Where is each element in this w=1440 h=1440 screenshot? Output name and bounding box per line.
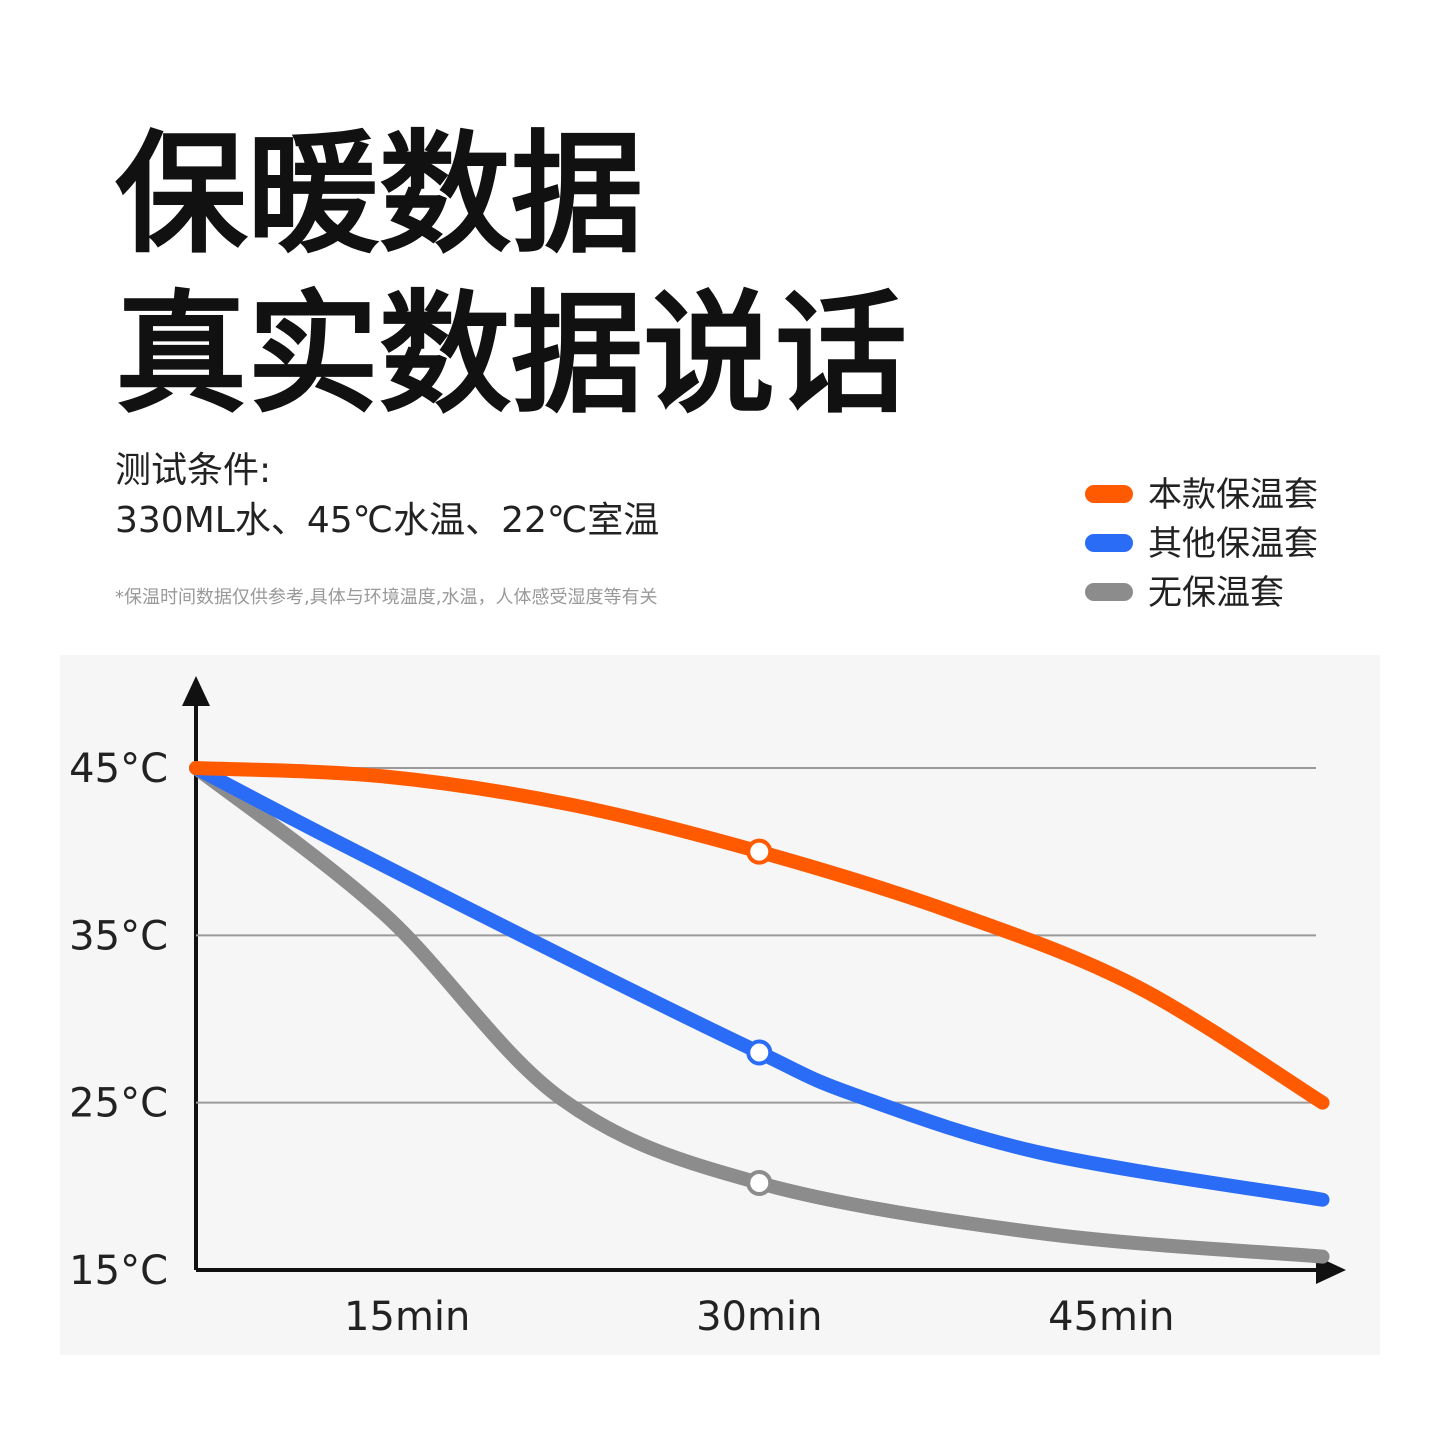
legend-label: 无保温套 xyxy=(1148,573,1284,613)
y-tick-label: 25°C xyxy=(69,1081,168,1127)
x-tick-label: 30min xyxy=(696,1294,822,1340)
y-axis-arrow xyxy=(182,676,210,706)
subtitle: 测试条件: xyxy=(115,450,271,491)
annotation: *保温时间数据仅供参考,具体与环境温度,水温，人体感受湿度等有关 xyxy=(115,587,657,608)
y-tick-label: 35°C xyxy=(69,913,168,959)
legend-swatch xyxy=(1085,583,1133,601)
x-tick-label: 15min xyxy=(344,1294,470,1340)
chart-title: 真实数据说话 xyxy=(115,278,907,432)
x-tick-label: 45min xyxy=(1048,1294,1174,1340)
y-tick-label: 15°C xyxy=(69,1248,168,1294)
legend-label: 其他保温套 xyxy=(1148,524,1318,564)
legend-swatch xyxy=(1085,534,1133,552)
line xyxy=(189,761,1330,1264)
legend-swatch xyxy=(1085,485,1133,503)
point-marker xyxy=(746,838,773,865)
point-marker xyxy=(746,1039,773,1066)
subtitle: 330ML水、45℃水温、22℃室温 xyxy=(115,500,659,541)
legend-label: 本款保温套 xyxy=(1148,475,1318,515)
chart-title: 保暖数据 xyxy=(115,118,643,272)
y-tick-label: 45°C xyxy=(69,746,168,792)
point-marker xyxy=(746,1169,773,1196)
